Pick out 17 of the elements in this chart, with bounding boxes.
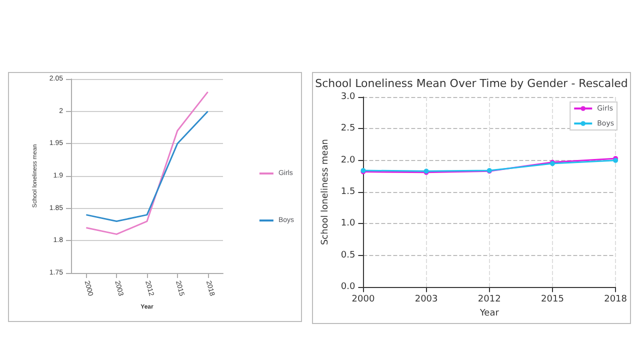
chart-title: School Loneliness Mean Over Time by Gender - Rescaled: [315, 77, 628, 90]
y-tick-label: 0.0: [340, 282, 356, 292]
x-tick-label: 2018: [604, 294, 628, 305]
y-tick-label: 0.5: [340, 250, 356, 260]
x-axis-title: Year: [478, 308, 500, 318]
line-series: [85, 110, 209, 222]
y-tick-label: 1.0: [340, 218, 356, 229]
y-tick-label: 3.0: [340, 92, 356, 102]
x-tick-label: 2012: [478, 294, 501, 305]
y-tick-label: 2.5: [340, 124, 356, 134]
x-tick-label: 2015: [541, 294, 564, 305]
y-tick-label: 2.0: [340, 155, 356, 166]
x-tick-label: 2003: [414, 294, 438, 305]
y-tick-label: 1.5: [340, 187, 356, 198]
line-series: [85, 91, 209, 235]
y-axis-title: School loneliness mean: [320, 139, 330, 246]
x-tick-label: 2000: [352, 294, 375, 305]
